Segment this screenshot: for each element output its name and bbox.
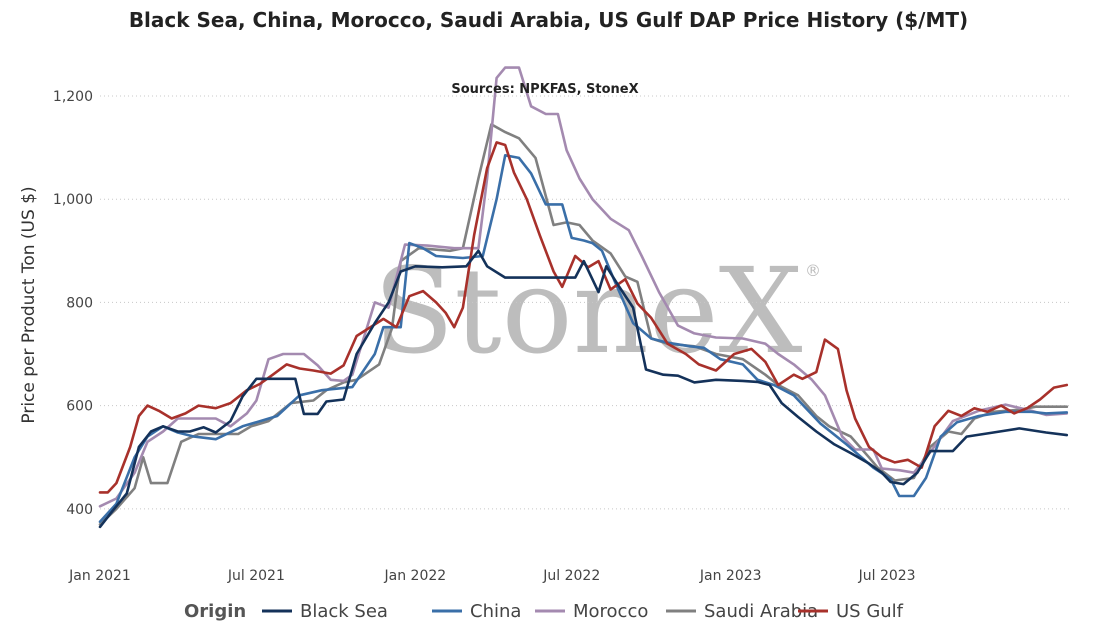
series-line-us-gulf: [98, 141, 1069, 494]
x-tick-label: Jul 2022: [542, 568, 600, 584]
legend-item-china[interactable]: China: [432, 601, 521, 622]
y-tick-label: 1,200: [53, 89, 93, 105]
y-tick-label: 600: [66, 399, 93, 415]
series-line-black-sea: [98, 249, 1069, 529]
legend-item-black-sea[interactable]: Black Sea: [262, 601, 388, 622]
y-tick-label: 800: [66, 295, 93, 311]
legend-item-saudi-arabia[interactable]: Saudi Arabia: [666, 601, 818, 622]
legend-item-us-gulf[interactable]: US Gulf: [798, 601, 904, 622]
series-line-saudi-arabia: [98, 123, 1069, 526]
x-tick-label: Jan 2022: [384, 568, 447, 584]
x-tick-label: Jan 2023: [699, 568, 762, 584]
watermark-registered-mark: ®: [805, 261, 821, 280]
legend-label: Morocco: [573, 601, 648, 622]
chart-subtitle: Sources: NPKFAS, StoneX: [451, 82, 638, 97]
y-axis-ticks: 400 600 800 1,000 1,200: [53, 89, 93, 518]
x-tick-label: Jul 2023: [858, 568, 916, 584]
y-tick-label: 400: [66, 502, 93, 518]
legend-item-morocco[interactable]: Morocco: [535, 601, 648, 622]
y-axis-label: Price per Product Ton (US $): [19, 186, 39, 423]
legend-label: Black Sea: [300, 601, 388, 622]
x-axis-ticks: Jan 2021 Jul 2021 Jan 2022 Jul 2022 Jan 2023…: [68, 568, 915, 584]
legend-label: China: [470, 601, 521, 622]
x-tick-label: Jul 2021: [227, 568, 285, 584]
legend-label: US Gulf: [836, 601, 904, 622]
legend-title: Origin: [184, 601, 246, 622]
x-tick-label: Jan 2021: [68, 568, 131, 584]
series-lines: [98, 66, 1069, 529]
series-line-china: [98, 154, 1069, 524]
chart-title: Black Sea, China, Morocco, Saudi Arabia,…: [128, 8, 969, 32]
legend-label: Saudi Arabia: [704, 601, 818, 622]
legend[interactable]: Origin Black Sea China Morocco Saudi Arabia U…: [184, 601, 904, 622]
y-tick-label: 1,000: [53, 192, 93, 208]
